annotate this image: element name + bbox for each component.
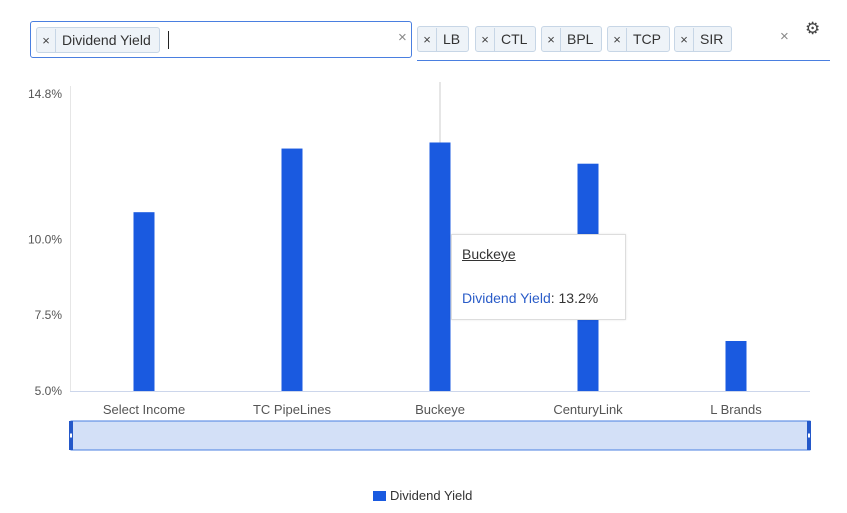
x-tick-label: TC PipeLines — [253, 402, 332, 417]
bar[interactable] — [281, 148, 303, 391]
bar[interactable] — [429, 142, 451, 391]
bars-group — [133, 142, 747, 391]
chart-tooltip: Buckeye Dividend Yield: 13.2% — [451, 234, 626, 320]
ticker-chip-ctl: × CTL — [475, 26, 537, 52]
remove-ticker-button[interactable]: × — [476, 28, 495, 52]
tooltip-value-line: Dividend Yield: 13.2% — [462, 290, 598, 306]
metric-chip: × Dividend Yield — [36, 27, 160, 53]
navigator-handle-grip — [70, 433, 72, 438]
ticker-chip-bpl: × BPL — [541, 26, 603, 52]
bar[interactable] — [133, 212, 155, 391]
y-tick-label: 14.8% — [28, 87, 62, 101]
remove-ticker-button[interactable]: × — [675, 28, 694, 52]
metric-selector[interactable]: × Dividend Yield × — [30, 21, 412, 58]
y-tick-label: 10.0% — [28, 232, 62, 246]
ticker-chip-lb: × LB — [417, 26, 470, 52]
ticker-chip-sir: × SIR — [674, 26, 733, 52]
y-tick-label: 7.5% — [35, 308, 63, 322]
ticker-chip-label: LB — [443, 31, 461, 47]
x-tick-label: Buckeye — [415, 402, 465, 417]
bar[interactable] — [725, 340, 747, 391]
tooltip-value: 13.2% — [558, 290, 599, 306]
ticker-chip-label: SIR — [700, 31, 724, 47]
gear-icon[interactable]: ⚙ — [805, 19, 821, 38]
ticker-chip-label: TCP — [633, 31, 661, 47]
x-tick-label: L Brands — [710, 402, 762, 417]
range-navigator[interactable] — [69, 420, 811, 451]
tooltip-series-label: Dividend Yield — [462, 290, 551, 306]
navigator-handle-grip — [808, 433, 810, 438]
remove-ticker-button[interactable]: × — [542, 28, 561, 52]
navigator-range[interactable] — [70, 420, 811, 451]
x-tick-label: CenturyLink — [553, 402, 623, 417]
x-axis-labels: Select Income TC PipeLines Buckeye CenturyL… — [103, 402, 762, 417]
tooltip-separator: : — [550, 290, 555, 306]
remove-ticker-button[interactable]: × — [418, 28, 437, 52]
text-cursor — [168, 31, 169, 49]
x-tick-label: Select Income — [103, 402, 185, 417]
tooltip-name: Buckeye — [462, 246, 516, 262]
remove-metric-button[interactable]: × — [37, 29, 56, 53]
y-tick-label: 5.0% — [35, 384, 63, 398]
ticker-selector[interactable]: × LB × CTL × BPL × TCP × SIR × — [417, 21, 830, 61]
ticker-chip-label: CTL — [501, 31, 528, 47]
legend-swatch — [373, 490, 386, 501]
ticker-chip-tcp: × TCP — [607, 26, 670, 52]
y-axis-labels: 5.0% 7.5% 10.0% 14.8% — [28, 87, 62, 398]
chart-legend[interactable]: Dividend Yield — [373, 488, 472, 503]
remove-ticker-button[interactable]: × — [608, 28, 627, 52]
clear-tickers-button[interactable]: × — [780, 28, 789, 45]
clear-metrics-button[interactable]: × — [398, 29, 407, 46]
metric-chip-label: Dividend Yield — [62, 32, 151, 48]
ticker-chip-label: BPL — [567, 31, 594, 47]
legend-label: Dividend Yield — [390, 488, 473, 503]
